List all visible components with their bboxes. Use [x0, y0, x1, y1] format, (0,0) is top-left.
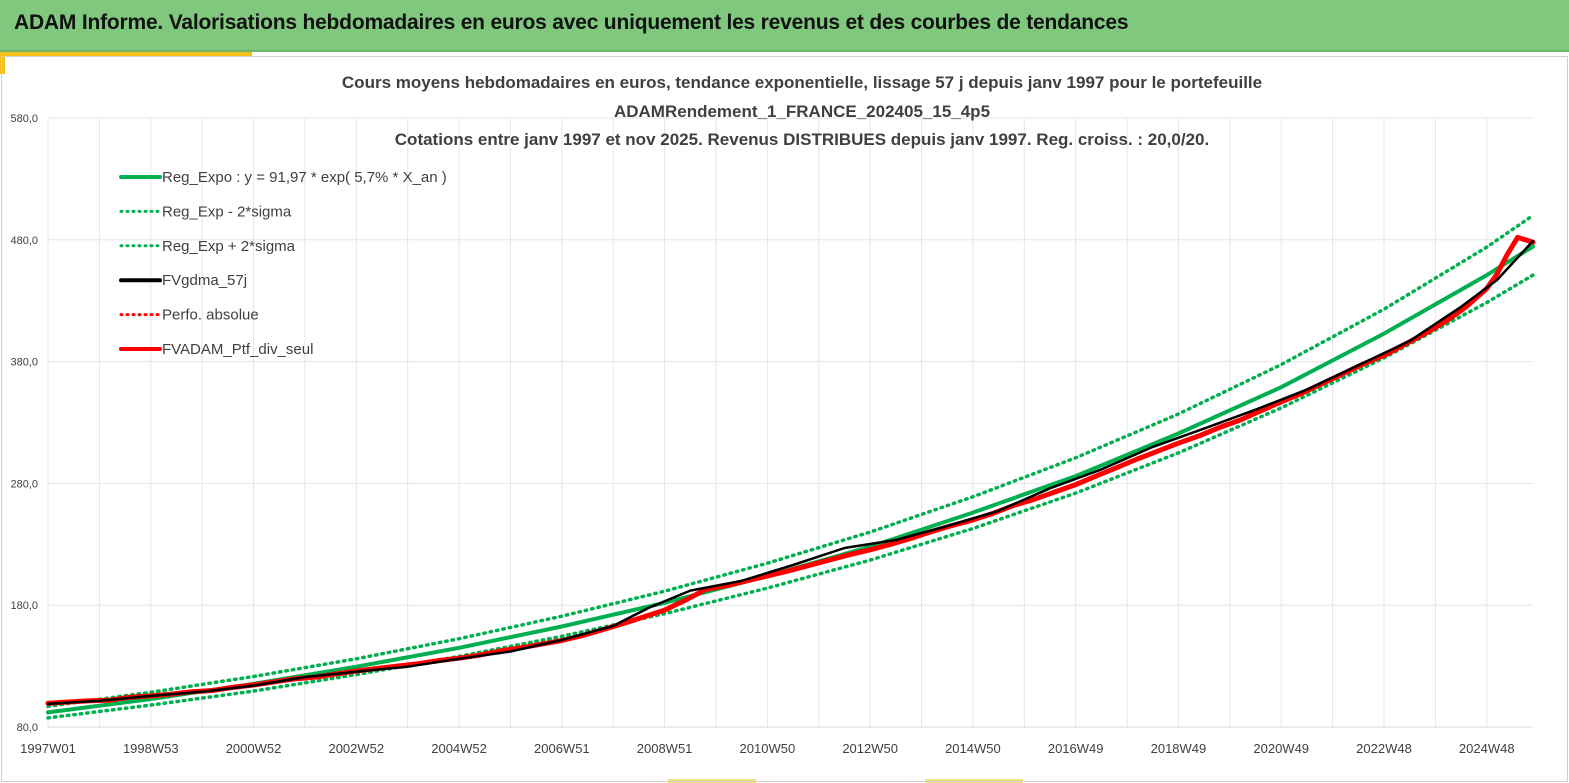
chart-title-line: Cours moyens hebdomadaires en euros, ten… — [342, 73, 1262, 92]
x-tick-label: 2008W51 — [637, 741, 693, 756]
legend-label: FVgdma_57j — [162, 272, 247, 289]
accent-bar-left — [0, 52, 5, 74]
x-tick-label: 2000W52 — [226, 741, 282, 756]
x-axis: 1997W01 1998W53 2000W52 2002W52 2004W52 2006W… — [20, 741, 1514, 756]
report-title: ADAM Informe. Valorisations hebdomadaire… — [14, 11, 1129, 34]
legend-label: Perfo. absolue — [162, 307, 259, 324]
x-tick-label: 2020W49 — [1253, 741, 1309, 756]
chart-legend: Reg_Expo : y = 91,97 * exp( 5,7% * X_an … — [119, 169, 447, 358]
chart-grid — [47, 117, 1533, 728]
series-line-2 — [46, 213, 1535, 709]
x-tick-label: 2010W50 — [740, 741, 796, 756]
series-line-4 — [45, 234, 1536, 706]
x-tick-label: 2016W49 — [1048, 741, 1104, 756]
y-tick-label: 480,0 — [10, 235, 38, 247]
chart-title-line: ADAMRendement_1_FRANCE_202405_15_4p5 — [614, 102, 990, 121]
legend-label: Reg_Exp - 2*sigma — [162, 203, 292, 220]
y-tick-label: 380,0 — [10, 357, 38, 369]
legend-label: Reg_Exp + 2*sigma — [162, 238, 296, 255]
y-tick-label: 580,0 — [10, 113, 38, 125]
legend-label: FVADAM_Ptf_div_seul — [162, 341, 313, 358]
y-axis: 80,0 180,0 280,0 380,0 480,0 580,0 — [10, 113, 38, 734]
x-tick-label: 2014W50 — [945, 741, 1001, 756]
chart-title: Cours moyens hebdomadaires en euros, ten… — [342, 73, 1262, 149]
series-line-1 — [46, 273, 1535, 720]
y-tick-label: 80,0 — [17, 722, 38, 734]
x-tick-label: 2004W52 — [431, 741, 487, 756]
x-tick-label: 2012W50 — [842, 741, 898, 756]
report-header: ADAM Informe. Valorisations hebdomadaire… — [0, 0, 1569, 52]
x-tick-label: 1998W53 — [123, 741, 179, 756]
x-tick-label: 2006W51 — [534, 741, 590, 756]
x-tick-label: 2018W49 — [1151, 741, 1207, 756]
legend-label: Reg_Expo : y = 91,97 * exp( 5,7% * X_an … — [162, 169, 447, 186]
x-tick-label: 1997W01 — [20, 741, 76, 756]
series-line-3 — [46, 239, 1535, 706]
accent-bar — [0, 52, 252, 56]
y-tick-label: 280,0 — [10, 478, 38, 490]
chart-title-line: Cotations entre janv 1997 et nov 2025. R… — [395, 130, 1209, 149]
chart-series — [45, 213, 1536, 720]
series-line-0 — [46, 244, 1535, 715]
y-tick-label: 180,0 — [10, 600, 38, 612]
x-tick-label: 2002W52 — [328, 741, 384, 756]
x-tick-label: 2024W48 — [1459, 741, 1515, 756]
x-tick-label: 2022W48 — [1356, 741, 1412, 756]
